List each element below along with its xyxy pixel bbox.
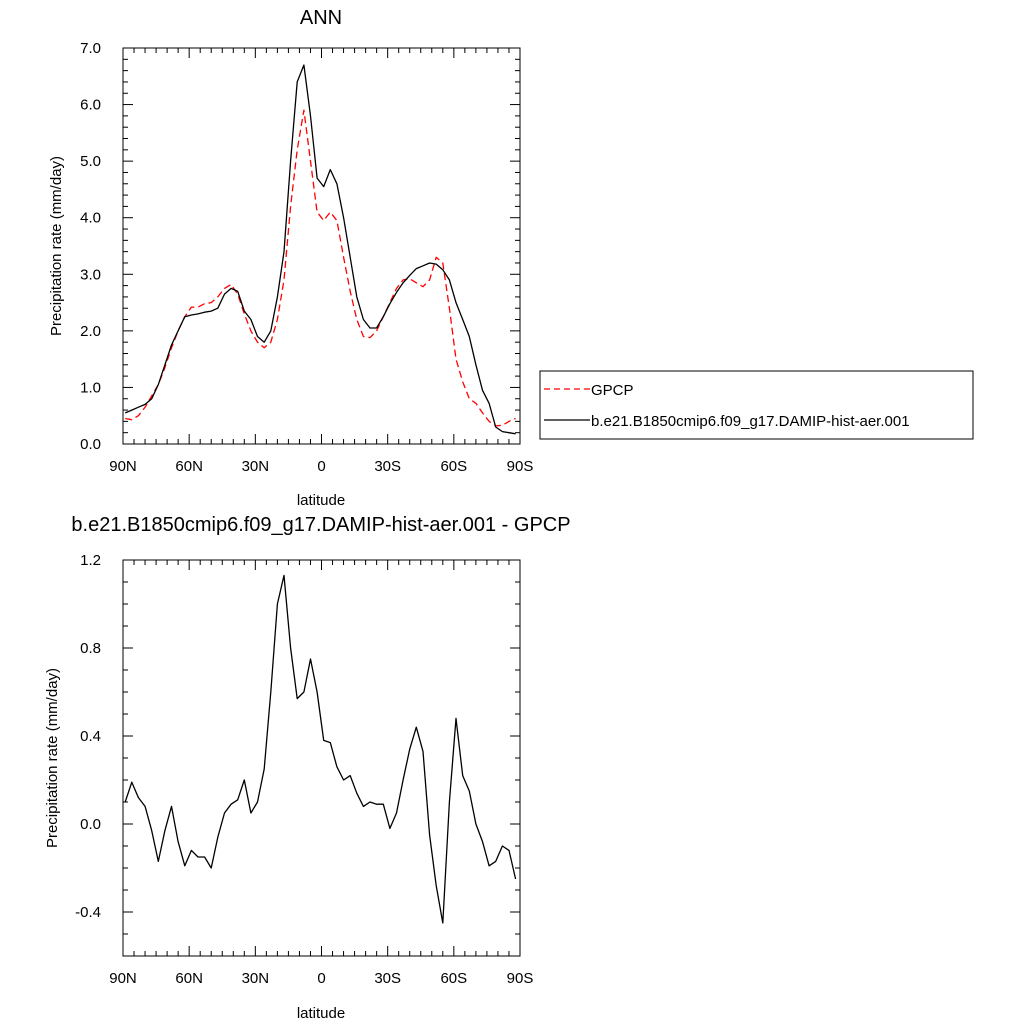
bottom-x-tick-label: 30S bbox=[374, 970, 401, 987]
top-chart-title: ANN bbox=[300, 7, 342, 29]
top-y-ticks: 0.0 1.0 2.0 3.0 4.0 5.0 6.0 7.0 bbox=[80, 40, 520, 453]
bottom-y-axis-label: Precipitation rate (mm/day) bbox=[44, 668, 61, 848]
top-y-tick-label: 0.0 bbox=[80, 436, 101, 453]
top-y-tick-label: 7.0 bbox=[80, 40, 101, 57]
top-y-axis-label: Precipitation rate (mm/day) bbox=[48, 156, 65, 336]
top-x-tick-label: 90S bbox=[507, 458, 534, 475]
bottom-y-tick-label: 0.4 bbox=[80, 728, 101, 745]
bottom-x-tick-label: 0 bbox=[317, 970, 325, 987]
bottom-y-ticks: -0.4 0.0 0.4 0.8 1.2 bbox=[75, 552, 520, 921]
top-series-lines bbox=[124, 64, 516, 435]
bottom-series-line-model bbox=[124, 574, 517, 924]
bottom-series-lines bbox=[124, 574, 517, 924]
top-x-tick-label: 90N bbox=[109, 458, 137, 475]
bottom-y-tick-label: 0.8 bbox=[80, 640, 101, 657]
bottom-chart-title: b.e21.B1850cmip6.f09_g17.DAMIP-hist-aer.… bbox=[71, 514, 570, 536]
bottom-y-tick-label: 1.2 bbox=[80, 552, 101, 569]
top-x-tick-label: 60S bbox=[440, 458, 467, 475]
bottom-y-tick-label: 0.0 bbox=[80, 816, 101, 833]
top-series-line-model bbox=[124, 64, 516, 435]
bottom-x-tick-label: 60S bbox=[440, 970, 467, 987]
bottom-x-tick-label: 60N bbox=[175, 970, 203, 987]
top-minor-ticks bbox=[123, 48, 520, 444]
top-x-ticks: 90N 60N 30N 0 30S 60S 90S bbox=[109, 48, 533, 475]
top-y-tick-label: 2.0 bbox=[80, 323, 101, 340]
legend: GPCP b.e21.B1850cmip6.f09_g17.DAMIP-hist… bbox=[539, 370, 974, 440]
legend-label-gpcp: GPCP bbox=[591, 382, 634, 399]
top-y-tick-label: 6.0 bbox=[80, 97, 101, 114]
bottom-y-tick-label: -0.4 bbox=[75, 904, 101, 921]
bottom-x-ticks: 90N 60N 30N 0 30S 60S 90S bbox=[109, 560, 533, 987]
top-x-tick-label: 60N bbox=[175, 458, 203, 475]
top-y-tick-label: 3.0 bbox=[80, 266, 101, 283]
bottom-x-axis-label: latitude bbox=[297, 1005, 345, 1022]
top-x-tick-label: 30N bbox=[242, 458, 270, 475]
bottom-panel: b.e21.B1850cmip6.f09_g17.DAMIP-hist-aer.… bbox=[44, 514, 571, 1022]
top-plot-frame bbox=[122, 47, 521, 445]
top-x-axis-label: latitude bbox=[297, 492, 345, 509]
bottom-x-tick-label: 90N bbox=[109, 970, 137, 987]
bottom-x-tick-label: 30N bbox=[242, 970, 270, 987]
bottom-x-tick-label: 90S bbox=[507, 970, 534, 987]
legend-label-model: b.e21.B1850cmip6.f09_g17.DAMIP-hist-aer.… bbox=[591, 413, 910, 430]
top-x-tick-label: 0 bbox=[317, 458, 325, 475]
top-y-tick-label: 4.0 bbox=[80, 210, 101, 227]
top-series-line-gpcp bbox=[125, 109, 516, 427]
bottom-plot-frame bbox=[122, 559, 521, 957]
top-x-tick-label: 30S bbox=[374, 458, 401, 475]
legend-box bbox=[539, 370, 974, 440]
top-panel: ANN Precipitation rate (mm/day) latitude… bbox=[48, 7, 533, 509]
top-y-tick-label: 1.0 bbox=[80, 379, 101, 396]
top-y-tick-label: 5.0 bbox=[80, 153, 101, 170]
